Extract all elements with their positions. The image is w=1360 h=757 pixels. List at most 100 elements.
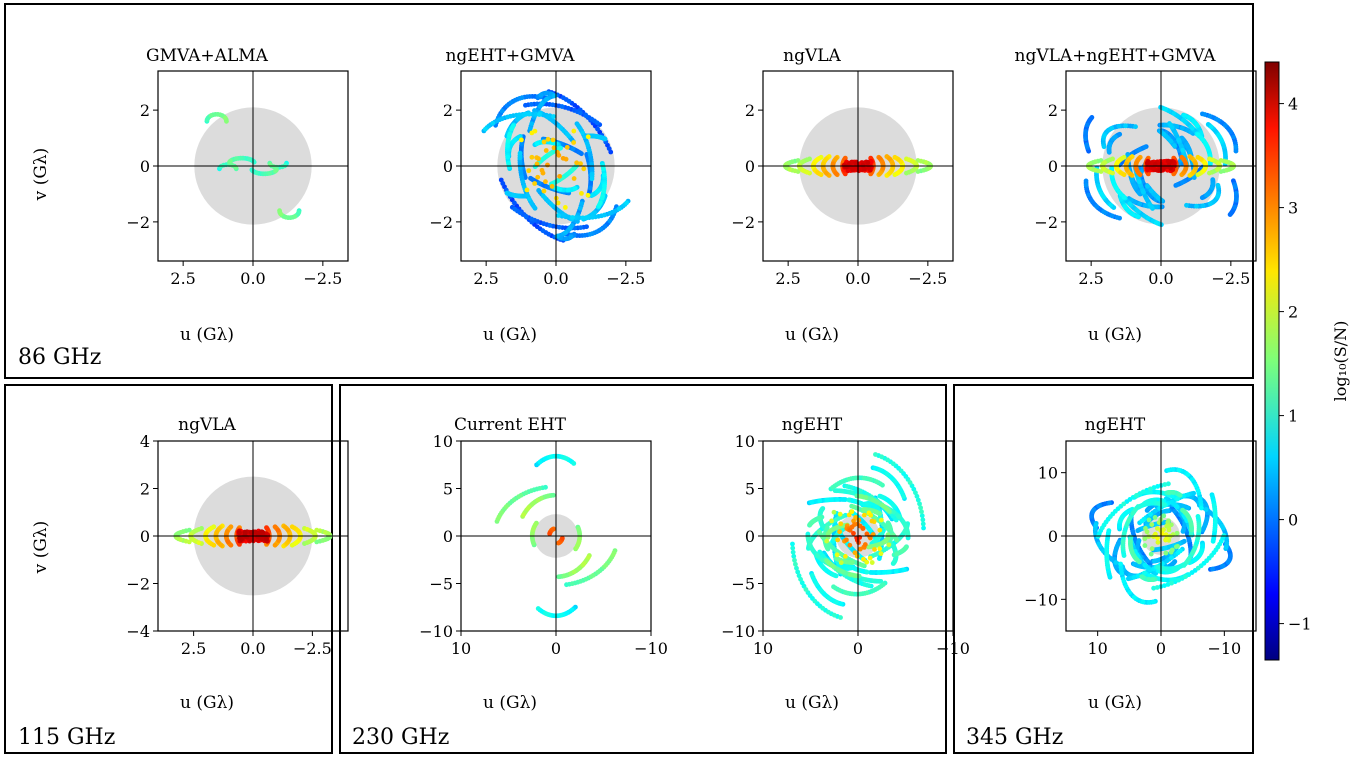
uv-point xyxy=(885,526,891,531)
uv-point xyxy=(794,565,799,571)
uv-point xyxy=(853,160,859,166)
x-tick-label: −10 xyxy=(634,639,668,658)
uv-point xyxy=(578,161,583,167)
uv-point xyxy=(1124,166,1130,172)
uv-point xyxy=(1209,185,1215,191)
uv-point xyxy=(596,134,601,140)
uv-point xyxy=(585,143,591,148)
uv-point xyxy=(616,206,622,212)
uv-point xyxy=(567,225,573,231)
uv-point xyxy=(539,167,545,173)
uv-point xyxy=(1209,157,1215,163)
uv-point xyxy=(896,514,902,520)
uv-point xyxy=(878,551,884,557)
uv-point xyxy=(862,542,868,547)
uv-point xyxy=(829,544,834,550)
group-frame-115ghz xyxy=(4,384,333,754)
uv-point xyxy=(542,195,548,201)
uv-point xyxy=(838,560,844,566)
uv-point xyxy=(1137,147,1142,153)
x-tick-label: 10 xyxy=(451,639,471,658)
uv-point xyxy=(1107,141,1113,147)
uv-point xyxy=(521,512,526,518)
uv-point xyxy=(814,552,820,558)
uv-point xyxy=(1107,169,1113,175)
uv-point xyxy=(879,494,885,500)
y-tick-label: 2 xyxy=(1048,101,1058,120)
uv-point xyxy=(571,569,577,575)
uv-point xyxy=(1148,188,1154,194)
uv-point xyxy=(1182,159,1188,165)
uv-point xyxy=(555,200,561,206)
uv-point xyxy=(1179,154,1185,160)
uv-point xyxy=(590,214,595,220)
uv-point xyxy=(524,94,530,100)
uv-point xyxy=(783,162,789,168)
uv-point xyxy=(511,497,517,503)
uv-point xyxy=(1219,523,1225,529)
uv-point xyxy=(529,154,535,160)
uv-point xyxy=(1222,529,1228,535)
uv-point xyxy=(1163,106,1169,112)
uv-point xyxy=(548,201,554,207)
uv-point xyxy=(1168,165,1174,171)
uv-point xyxy=(901,567,907,573)
uv-point xyxy=(1180,503,1186,509)
uv-point xyxy=(1185,505,1191,511)
uv-point xyxy=(519,95,525,101)
uv-point xyxy=(1133,160,1139,166)
y-tick-label: 2 xyxy=(745,101,755,120)
uv-point xyxy=(1134,167,1140,173)
uv-point xyxy=(533,522,538,528)
uv-point xyxy=(1086,192,1091,198)
group-label-230ghz: 230 GHz xyxy=(352,725,449,750)
uv-point xyxy=(843,537,849,543)
uv-point xyxy=(820,161,826,167)
uv-point xyxy=(1173,130,1178,136)
uv-point xyxy=(1233,144,1239,150)
uv-point xyxy=(790,549,796,555)
uv-point xyxy=(1223,544,1229,550)
uv-point xyxy=(587,152,593,158)
uv-point xyxy=(884,471,890,477)
uv-point xyxy=(800,159,806,164)
uv-point xyxy=(1232,204,1238,210)
uv-point xyxy=(535,497,541,503)
uv-point xyxy=(1135,214,1140,219)
uv-point xyxy=(1131,561,1137,567)
uv-point xyxy=(1227,553,1233,558)
uv-point xyxy=(1215,182,1221,188)
uv-point xyxy=(1181,117,1186,123)
uv-point xyxy=(1112,134,1118,140)
uv-point xyxy=(273,168,279,174)
uv-point xyxy=(1233,198,1239,203)
uv-point xyxy=(1132,199,1138,205)
uv-point xyxy=(864,559,870,565)
uv-point xyxy=(494,118,500,124)
uv-point xyxy=(545,198,551,204)
uv-point xyxy=(849,485,854,490)
uv-point xyxy=(1145,183,1150,189)
uv-point xyxy=(815,170,820,175)
panel-ngvla-ngeht-gmva: ngVLA+ngEHT+GMVA u (Gλ) 2.5 0.0 −2.520−2 xyxy=(1015,46,1257,345)
uv-point xyxy=(1186,538,1192,544)
uv-point xyxy=(545,162,550,168)
uv-point xyxy=(923,160,929,165)
y-tick-label: 4 xyxy=(140,432,150,451)
uv-point xyxy=(803,587,809,592)
uv-point xyxy=(526,111,532,117)
uv-point xyxy=(1195,154,1201,160)
uv-point xyxy=(224,529,230,534)
uv-point xyxy=(1099,191,1105,197)
uv-point xyxy=(1188,155,1194,161)
uv-point xyxy=(825,545,830,551)
uv-point xyxy=(1152,161,1158,167)
uv-point xyxy=(820,534,825,540)
uv-point xyxy=(835,537,841,543)
uv-point xyxy=(590,192,595,198)
uv-point xyxy=(304,526,310,532)
uv-point xyxy=(537,459,543,465)
uv-point xyxy=(1214,565,1220,571)
uv-point xyxy=(505,154,511,160)
